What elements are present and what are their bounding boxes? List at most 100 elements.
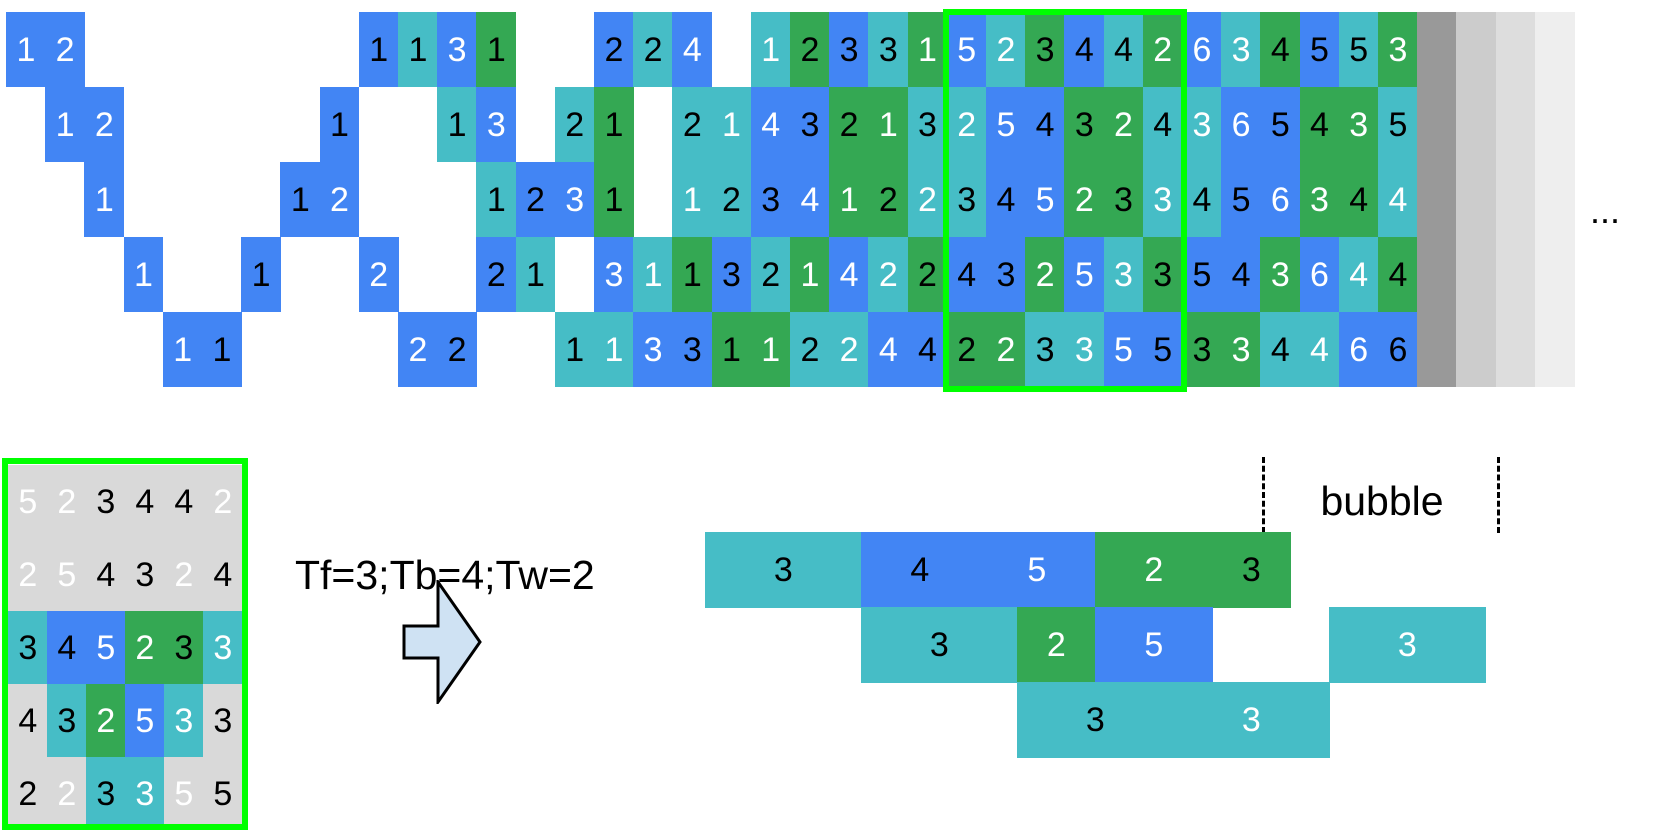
top-grid-cell: 3 xyxy=(1221,12,1261,87)
top-grid-cell: 2 xyxy=(319,162,360,237)
top-grid-cell: 3 xyxy=(1299,162,1340,237)
top-grid-cell: 1 xyxy=(750,12,791,87)
top-grid-cell: 2 xyxy=(829,87,869,162)
top-grid-cell: 1 xyxy=(868,87,909,162)
top-grid-cell: 3 xyxy=(437,12,477,87)
top-grid-cell: 1 xyxy=(711,312,752,387)
top-grid-cell: 4 xyxy=(1025,87,1065,162)
bubble-divider-right xyxy=(1497,457,1500,533)
zoom-grid-cell: 2 xyxy=(203,465,243,538)
top-grid-cell: 3 xyxy=(594,237,634,312)
bubble-divider-left xyxy=(1262,457,1265,533)
top-grid-cell: 1 xyxy=(202,312,242,387)
zoom-grid-cell: 4 xyxy=(47,611,87,684)
top-grid-cell: 2 xyxy=(868,237,909,312)
pipeline-block: 4 xyxy=(861,532,979,608)
top-grid-cell: 2 xyxy=(476,237,517,312)
top-grid-cell: 4 xyxy=(1378,162,1418,237)
top-grid-cell: 2 xyxy=(907,162,948,237)
top-grid-cell: 3 xyxy=(1025,12,1065,87)
top-grid-cell: 2 xyxy=(907,237,948,312)
zoom-grid-cell: 3 xyxy=(125,538,165,611)
bubble-label: bubble xyxy=(1320,478,1444,524)
top-grid-cell: 4 xyxy=(986,162,1026,237)
top-grid-cell: 2 xyxy=(790,12,830,87)
zoom-grid-cell: 2 xyxy=(47,465,87,538)
top-grid-cell: 2 xyxy=(750,237,791,312)
top-grid-cell: 4 xyxy=(1182,162,1222,237)
top-grid-cell: 3 xyxy=(829,12,869,87)
top-grid-cell: 2 xyxy=(398,312,438,387)
fade-column xyxy=(1417,12,1457,387)
top-grid-cell: 2 xyxy=(1064,162,1105,237)
zoom-grid-cell: 3 xyxy=(203,611,243,684)
top-grid-cell: 4 xyxy=(672,12,713,87)
top-grid-cell: 3 xyxy=(1142,237,1183,312)
top-grid-cell: 1 xyxy=(476,12,517,87)
top-grid-cell: 2 xyxy=(554,87,595,162)
top-grid-cell: 3 xyxy=(633,312,673,387)
zoom-grid-cell: 5 xyxy=(164,757,204,830)
top-grid-cell: 5 xyxy=(1378,87,1418,162)
top-grid-cell: 1 xyxy=(711,87,752,162)
top-grid-cell: 1 xyxy=(829,162,869,237)
top-grid-cell: 1 xyxy=(319,87,360,162)
zoom-grid-cell: 2 xyxy=(8,757,48,830)
top-grid-cell: 3 xyxy=(1103,237,1144,312)
top-grid-cell: 5 xyxy=(1182,237,1222,312)
top-grid-cell: 2 xyxy=(790,312,830,387)
pipeline-block: 2 xyxy=(1095,532,1213,608)
top-grid-cell: 4 xyxy=(1338,162,1379,237)
top-grid-cell: 3 xyxy=(1025,312,1065,387)
pipeline-block: 3 xyxy=(1173,682,1330,758)
top-grid-cell: 4 xyxy=(946,237,987,312)
top-grid-cell: 6 xyxy=(1182,12,1222,87)
zoom-grid-cell: 3 xyxy=(164,611,204,684)
top-grid-cell: 5 xyxy=(1103,312,1144,387)
zoom-grid-cell: 4 xyxy=(125,465,165,538)
pipeline-block: 3 xyxy=(861,607,1018,683)
pipeline-block: 3 xyxy=(1329,607,1486,683)
zoom-grid-cell: 3 xyxy=(164,684,204,757)
top-grid-cell: 4 xyxy=(1338,237,1379,312)
top-grid-cell: 1 xyxy=(84,162,125,237)
zoom-grid-cell: 5 xyxy=(47,538,87,611)
top-grid-cell: 2 xyxy=(358,237,399,312)
top-grid-cell: 3 xyxy=(750,162,791,237)
top-grid-cell: 2 xyxy=(1025,237,1065,312)
top-grid-cell: 1 xyxy=(750,312,791,387)
zoom-grid-cell: 4 xyxy=(8,684,48,757)
top-grid-cell: 2 xyxy=(711,162,752,237)
zoom-grid-cell: 4 xyxy=(86,538,126,611)
top-grid-cell: 1 xyxy=(515,237,556,312)
top-grid-cell: 2 xyxy=(672,87,713,162)
top-grid-cell: 3 xyxy=(711,237,752,312)
top-grid-cell: 2 xyxy=(515,162,556,237)
zoom-grid-cell: 3 xyxy=(86,465,126,538)
top-grid-cell: 1 xyxy=(594,87,634,162)
pipeline-block: 3 xyxy=(705,532,862,608)
top-grid-cell: 1 xyxy=(476,162,517,237)
top-grid-cell: 5 xyxy=(946,12,987,87)
top-grid-cell: 6 xyxy=(1221,87,1261,162)
top-grid-cell: 3 xyxy=(1103,162,1144,237)
top-grid-cell: 2 xyxy=(986,312,1026,387)
zoom-grid-cell: 4 xyxy=(164,465,204,538)
top-grid-cell: 2 xyxy=(633,12,673,87)
right-arrow-icon xyxy=(402,580,482,704)
top-grid-cell: 2 xyxy=(45,12,85,87)
top-grid-cell: 5 xyxy=(986,87,1026,162)
top-grid-cell: 3 xyxy=(1378,12,1418,87)
pipeline-block: 3 xyxy=(1017,682,1174,758)
top-grid-cell: 2 xyxy=(594,12,634,87)
zoom-grid-cell: 2 xyxy=(125,611,165,684)
fade-column xyxy=(1495,12,1536,387)
top-grid-cell: 5 xyxy=(1142,312,1183,387)
top-grid-cell: 4 xyxy=(907,312,948,387)
zoom-grid-cell: 4 xyxy=(203,538,243,611)
fade-column xyxy=(1456,12,1497,387)
top-grid-cell: 3 xyxy=(1182,312,1222,387)
top-grid-cell: 3 xyxy=(790,87,830,162)
zoom-grid-cell: 3 xyxy=(125,757,165,830)
top-grid-cell: 1 xyxy=(672,237,713,312)
